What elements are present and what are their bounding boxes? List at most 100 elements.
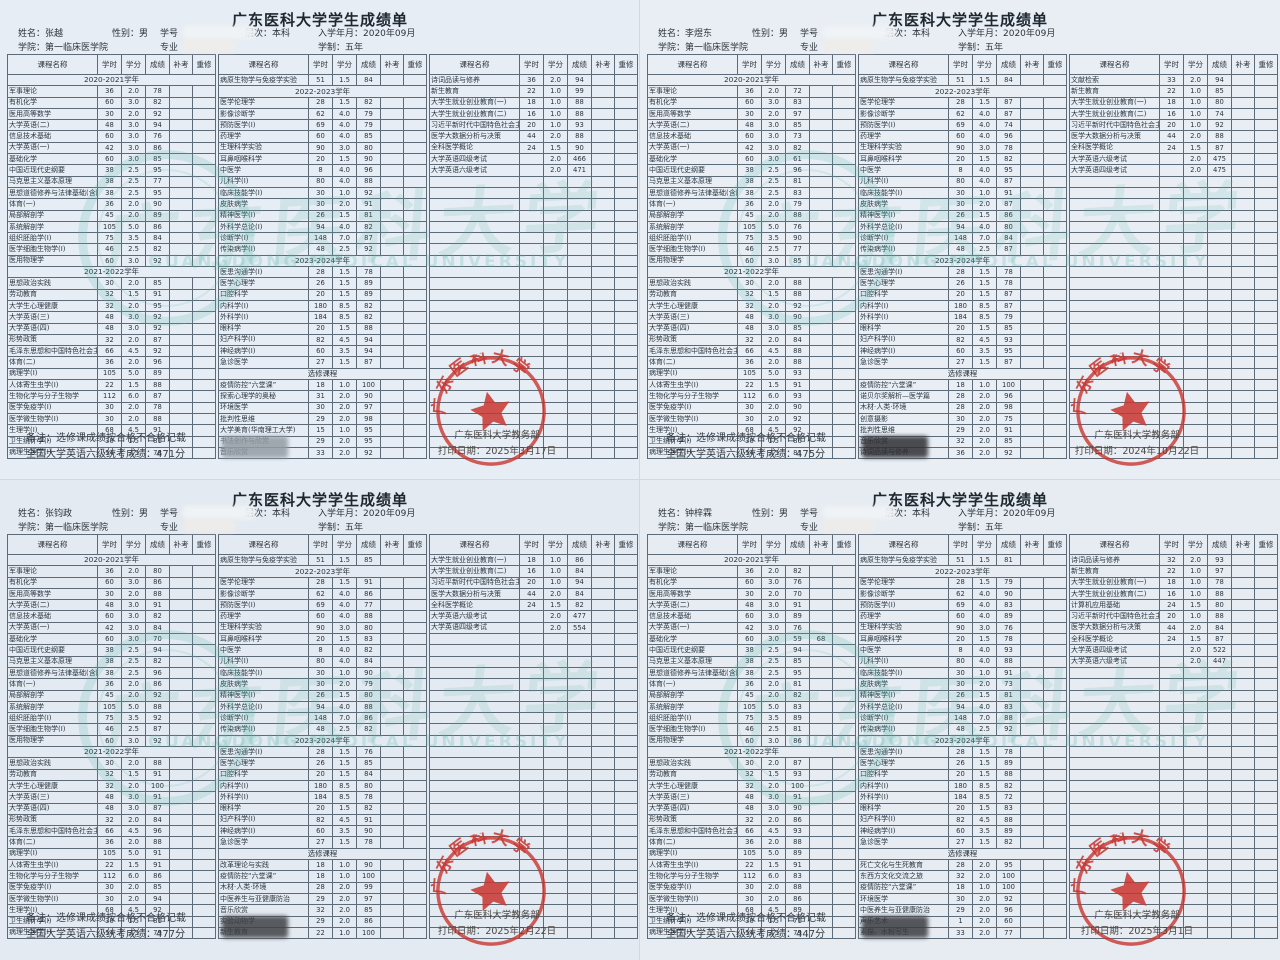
course-score: 84 bbox=[996, 73, 1021, 87]
course-row: 形势政策 32 2.0 84 bbox=[7, 813, 216, 827]
course-makeup bbox=[1020, 141, 1044, 155]
empty-cell bbox=[543, 220, 568, 234]
course-credits: 1.5 bbox=[972, 322, 997, 335]
course-hours: 38 bbox=[97, 655, 122, 668]
course-score: 82 bbox=[145, 96, 170, 109]
course-credits: 2.0 bbox=[121, 881, 146, 894]
course-name: 马克思主义基本原理 bbox=[647, 175, 738, 188]
course-retake bbox=[403, 299, 427, 313]
course-credits: 3.0 bbox=[761, 130, 786, 143]
course-makeup bbox=[169, 565, 193, 578]
course-hours: 105 bbox=[97, 220, 122, 234]
course-retake bbox=[1043, 288, 1067, 301]
empty-cell bbox=[1183, 299, 1208, 313]
empty-cell bbox=[614, 390, 638, 403]
course-retake bbox=[614, 107, 638, 121]
course-row: 外科学(Ⅰ) 184 8.5 72 bbox=[858, 791, 1067, 804]
course-hours: 30 bbox=[737, 881, 762, 894]
empty-cell bbox=[429, 288, 520, 301]
course-score: 88 bbox=[785, 345, 810, 358]
course-name: 医用物理学 bbox=[647, 254, 738, 268]
empty-row bbox=[429, 277, 638, 290]
course-credits: 2.0 bbox=[972, 870, 997, 883]
course-hours bbox=[519, 610, 544, 623]
course-row: 习近平新时代中国特色社会主义思想与青年学生使命担当201.092 bbox=[1069, 119, 1278, 132]
course-hours: 184 bbox=[948, 311, 973, 324]
course-row: 病原生物学与免疫学实验 51 1.5 84 bbox=[858, 73, 1067, 87]
empty-cell bbox=[1183, 768, 1208, 781]
year-section-label: 2023-2024学年 bbox=[218, 254, 427, 268]
empty-cell bbox=[1231, 689, 1255, 702]
empty-cell bbox=[1231, 666, 1255, 680]
empty-cell bbox=[519, 311, 544, 324]
course-retake bbox=[832, 621, 856, 635]
course-retake bbox=[192, 633, 216, 646]
course-hours: 80 bbox=[308, 655, 333, 668]
empty-cell bbox=[1183, 198, 1208, 211]
column-header: 补考 bbox=[1020, 54, 1044, 75]
course-name: 劳动教育 bbox=[647, 768, 738, 781]
course-makeup bbox=[169, 779, 193, 793]
course-name: 思想政治实践 bbox=[647, 277, 738, 290]
course-score: 88 bbox=[567, 96, 592, 109]
course-name: 口腔科学 bbox=[858, 768, 949, 781]
course-hours: 112 bbox=[737, 870, 762, 883]
course-retake bbox=[1043, 723, 1067, 736]
course-makeup bbox=[169, 311, 193, 324]
course-credits: 2.0 bbox=[972, 892, 997, 906]
course-row: 有机化学 60 3.0 86 bbox=[7, 576, 216, 589]
empty-cell bbox=[614, 892, 638, 906]
course-name: 信息技术基础 bbox=[7, 130, 98, 143]
course-score: 86 bbox=[356, 587, 381, 601]
course-hours: 30 bbox=[97, 757, 122, 770]
empty-cell bbox=[1254, 689, 1278, 702]
course-score: 89 bbox=[145, 367, 170, 381]
course-name: 医学微生物学(Ⅰ) bbox=[7, 412, 98, 426]
course-retake bbox=[1043, 779, 1067, 793]
course-makeup bbox=[1020, 73, 1044, 87]
redacted-major bbox=[823, 40, 875, 52]
course-score: 96 bbox=[996, 390, 1021, 403]
empty-cell bbox=[591, 870, 615, 883]
course-hours: 45 bbox=[737, 209, 762, 222]
course-retake bbox=[192, 435, 216, 448]
course-credits: 4.5 bbox=[761, 825, 786, 838]
course-credits: 5.0 bbox=[761, 220, 786, 234]
empty-cell bbox=[1183, 689, 1208, 702]
transcript-page-2: 广东医科大学学生成绩单 姓名：李煜东 性别：男 学号 层次：本科 入学年月：2020年09… bbox=[639, 0, 1280, 481]
course-hours: 30 bbox=[308, 666, 333, 680]
course-makeup bbox=[1231, 164, 1255, 177]
course-score: 78 bbox=[145, 401, 170, 414]
empty-cell bbox=[614, 311, 638, 324]
course-name: 大学生就业创业教育(二) bbox=[1069, 587, 1160, 601]
empty-cell bbox=[1207, 333, 1232, 347]
course-makeup bbox=[591, 599, 615, 612]
empty-cell bbox=[429, 311, 520, 324]
course-score: 61 bbox=[785, 153, 810, 166]
course-retake bbox=[832, 599, 856, 612]
course-retake bbox=[1043, 412, 1067, 426]
empty-cell bbox=[1254, 904, 1278, 917]
empty-cell bbox=[1069, 678, 1160, 691]
course-credits: 4.5 bbox=[332, 333, 357, 347]
course-name: 急诊医学 bbox=[858, 836, 949, 849]
course-credits: 3.0 bbox=[761, 311, 786, 324]
empty-cell bbox=[1254, 870, 1278, 883]
course-name: 精神医学(Ⅰ) bbox=[858, 209, 949, 222]
course-credits: 1.5 bbox=[121, 768, 146, 781]
course-name: 信息技术基础 bbox=[647, 610, 738, 623]
empty-cell bbox=[1159, 689, 1184, 702]
course-retake bbox=[832, 446, 856, 460]
course-row: 皮肤病学 30 2.0 91 bbox=[218, 198, 427, 211]
course-retake bbox=[192, 678, 216, 691]
course-credits: 2.0 bbox=[761, 299, 786, 313]
course-score: 76 bbox=[785, 576, 810, 589]
empty-cell bbox=[1183, 367, 1208, 381]
empty-cell bbox=[1207, 220, 1232, 234]
course-hours: 80 bbox=[948, 655, 973, 668]
course-hours: 38 bbox=[737, 666, 762, 680]
course-credits: 4.0 bbox=[332, 587, 357, 601]
course-retake bbox=[832, 333, 856, 347]
course-retake bbox=[614, 153, 638, 166]
course-makeup bbox=[591, 621, 615, 635]
